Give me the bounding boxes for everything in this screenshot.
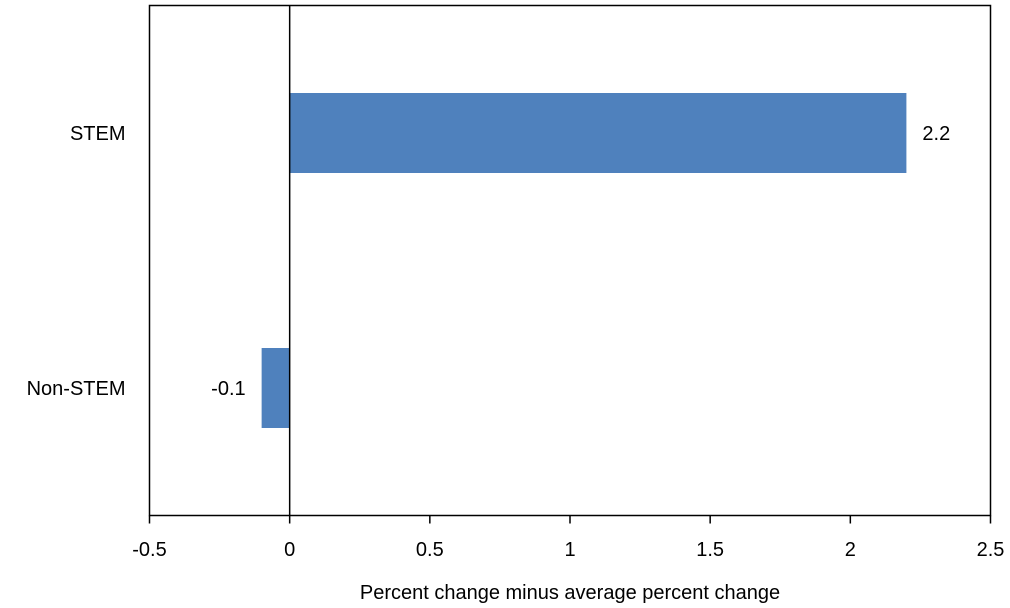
x-tick-label: 0 <box>284 539 295 561</box>
bar-non-stem <box>261 348 290 428</box>
x-tick-label: 2 <box>845 539 856 561</box>
data-label: -0.1 <box>211 378 245 400</box>
plot-area-frame <box>148 4 992 517</box>
x-tick-label: 2.5 <box>977 539 1005 561</box>
x-tick-label: 0.5 <box>416 539 444 561</box>
x-axis-ticks: -0.5 0 0.5 1 1.5 2 2.5 <box>132 515 1005 561</box>
category-label: STEM <box>70 123 126 145</box>
data-label: 2.2 <box>922 123 950 145</box>
bar-stem <box>289 93 907 173</box>
x-tick-label: 1.5 <box>696 539 724 561</box>
bars-group <box>261 93 907 428</box>
category-labels: STEM Non-STEM <box>27 123 126 400</box>
x-tick-label: -0.5 <box>132 539 166 561</box>
category-label: Non-STEM <box>27 378 126 400</box>
x-axis-title: Percent change minus average percent cha… <box>360 582 780 604</box>
data-labels: 2.2 -0.1 <box>211 123 950 400</box>
x-tick-label: 1 <box>564 539 575 561</box>
